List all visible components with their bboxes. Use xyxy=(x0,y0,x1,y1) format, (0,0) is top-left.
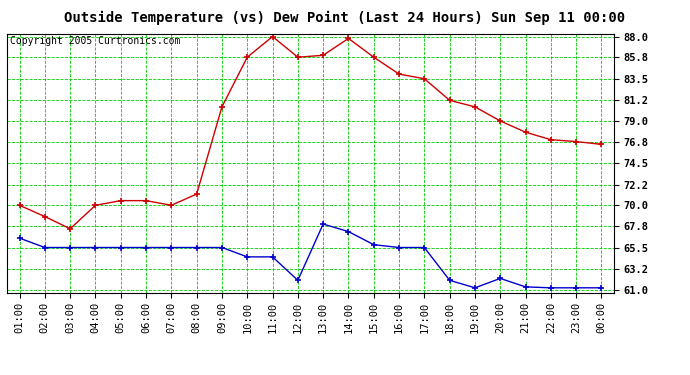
Text: Outside Temperature (vs) Dew Point (Last 24 Hours) Sun Sep 11 00:00: Outside Temperature (vs) Dew Point (Last… xyxy=(64,11,626,26)
Text: Copyright 2005 Curtronics.com: Copyright 2005 Curtronics.com xyxy=(10,36,180,46)
